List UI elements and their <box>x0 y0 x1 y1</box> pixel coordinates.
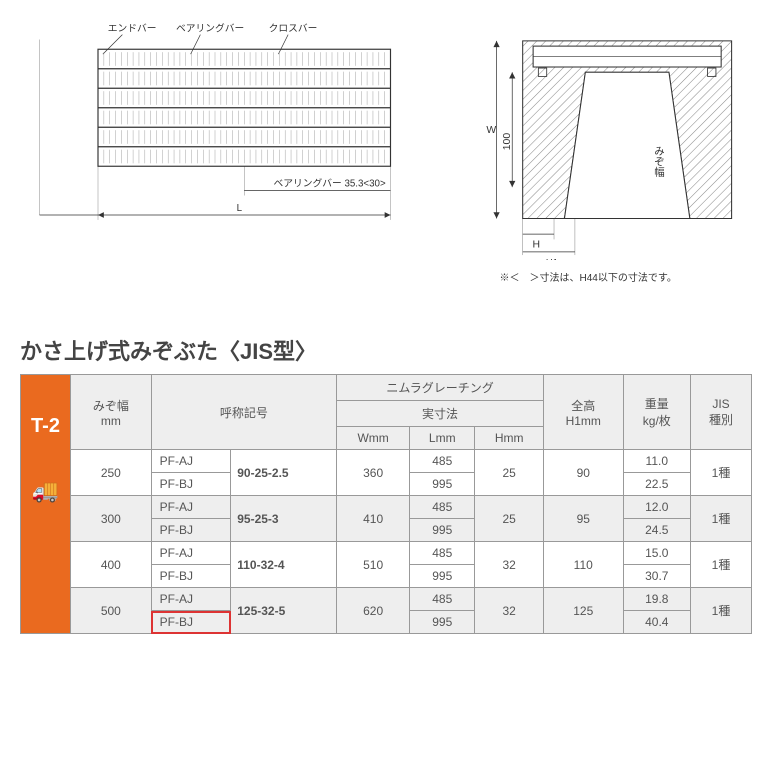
cell-wt: 12.0 <box>623 496 691 519</box>
cell-W: 360 <box>337 450 410 496</box>
th-jis: JIS 種別 <box>691 375 752 450</box>
cell-mizo: 400 <box>71 542 152 588</box>
cell-prefix: PF-AJ <box>151 450 231 473</box>
cell-H: 25 <box>475 450 544 496</box>
cell-H1: 110 <box>543 542 623 588</box>
label-100: 100 <box>502 133 513 151</box>
cell-L: 485 <box>410 588 475 611</box>
th-height: 全高 H1mm <box>543 375 623 450</box>
load-class-text: T-2 <box>31 415 60 438</box>
label-mizo: みぞ幅 <box>652 145 663 177</box>
label-W: W <box>486 125 496 136</box>
th-W: Wmm <box>337 427 410 450</box>
cell-W: 510 <box>337 542 410 588</box>
cell-jis: 1種 <box>691 450 752 496</box>
cell-wt: 24.5 <box>623 519 691 542</box>
cell-prefix: PF-AJ <box>151 542 231 565</box>
cell-H1: 95 <box>543 496 623 542</box>
cell-W: 620 <box>337 588 410 634</box>
cell-H: 25 <box>475 496 544 542</box>
cell-H1: 125 <box>543 588 623 634</box>
th-mizo: みぞ幅 mm <box>71 375 152 450</box>
section-title: かさ上げ式みぞぶた〈JIS型〉 <box>20 334 752 366</box>
cell-L: 485 <box>410 542 475 565</box>
diagrams-row: エンドバー ベアリングバー クロスバー <box>20 20 752 284</box>
cell-L: 995 <box>410 473 475 496</box>
truck-icon: 🚚 <box>32 478 59 504</box>
label-cross-bar: クロスバー <box>269 23 318 35</box>
cell-prefix: PF-AJ <box>151 496 231 519</box>
cell-mizo: 300 <box>71 496 152 542</box>
cell-H: 32 <box>475 542 544 588</box>
cell-code: 125-32-5 <box>231 588 337 634</box>
cell-mizo: 500 <box>71 588 152 634</box>
cell-L: 995 <box>410 565 475 588</box>
th-grating: ニムラグレーチング <box>337 375 544 401</box>
cell-prefix: PF-BJ <box>151 519 231 542</box>
label-end-bar: エンドバー <box>108 23 157 35</box>
cell-code: 95-25-3 <box>231 496 337 542</box>
th-weight: 重量 kg/枚 <box>623 375 691 450</box>
cell-wt: 11.0 <box>623 450 691 473</box>
label-H: H <box>532 240 540 251</box>
cell-L: 485 <box>410 496 475 519</box>
cell-wt: 40.4 <box>623 611 691 634</box>
diagram-note: ※＜ ＞寸法は、H44以下の寸法です。 <box>460 269 753 284</box>
diagram-cross-section: W 100 みぞ幅 H H1 ※＜ ＞寸法は、H44以下の寸法です。 <box>460 20 753 284</box>
cell-prefix: PF-BJ <box>151 473 231 496</box>
cell-mizo: 250 <box>71 450 152 496</box>
cell-prefix: PF-AJ <box>151 588 231 611</box>
th-H: Hmm <box>475 427 544 450</box>
th-symbol: 呼称記号 <box>151 375 337 450</box>
cell-jis: 1種 <box>691 542 752 588</box>
table-area: T-2 🚚 みぞ幅 mm 呼称記号 ニムラグレーチング 全高 H1mm 重量 k… <box>20 374 752 634</box>
label-L: L <box>237 203 243 214</box>
cell-wt: 15.0 <box>623 542 691 565</box>
cell-jis: 1種 <box>691 496 752 542</box>
label-bearing-bar: ベアリングバー <box>176 22 244 35</box>
cell-H: 32 <box>475 588 544 634</box>
cell-W: 410 <box>337 496 410 542</box>
cell-L: 485 <box>410 450 475 473</box>
th-L: Lmm <box>410 427 475 450</box>
cell-code: 90-25-2.5 <box>231 450 337 496</box>
load-class-label: T-2 🚚 <box>20 374 70 634</box>
cell-prefix: PF-BJ <box>151 611 231 634</box>
cell-H1: 90 <box>543 450 623 496</box>
th-actual: 実寸法 <box>337 401 544 427</box>
cell-L: 995 <box>410 519 475 542</box>
label-H1: H1 <box>545 256 557 260</box>
label-bearing-dim: ベアリングバー 35.3<30> <box>273 177 385 190</box>
cell-wt: 19.8 <box>623 588 691 611</box>
spec-table: みぞ幅 mm 呼称記号 ニムラグレーチング 全高 H1mm 重量 kg/枚 JI… <box>70 374 752 634</box>
cell-code: 110-32-4 <box>231 542 337 588</box>
cell-wt: 22.5 <box>623 473 691 496</box>
cell-L: 995 <box>410 611 475 634</box>
cell-wt: 30.7 <box>623 565 691 588</box>
cell-jis: 1種 <box>691 588 752 634</box>
cell-prefix: PF-BJ <box>151 565 231 588</box>
diagram-grating-top: エンドバー ベアリングバー クロスバー <box>20 20 430 284</box>
